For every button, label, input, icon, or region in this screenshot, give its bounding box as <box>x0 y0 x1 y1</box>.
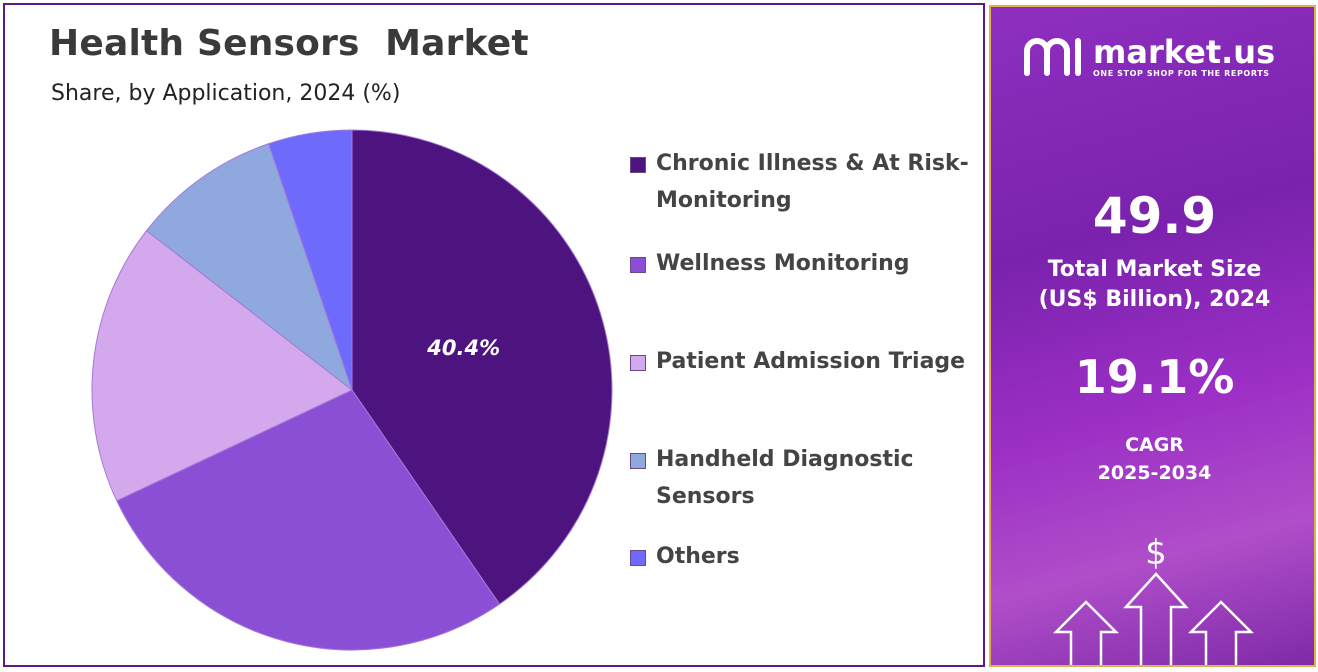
up-arrow-icon <box>1052 600 1120 665</box>
pie-slice <box>351 129 613 605</box>
legend-label: Handheld Diagnostic Sensors <box>656 447 914 509</box>
cagr-label: CAGR 2025-2034 <box>991 431 1314 487</box>
chart-subtitle: Share, by Application, 2024 (%) <box>51 81 401 106</box>
cagr-label-line1: CAGR <box>1125 434 1184 456</box>
legend-swatch <box>630 355 646 371</box>
chart-panel: Health Sensors Market Share, by Applicat… <box>3 3 985 667</box>
legend-swatch <box>630 550 646 566</box>
legend-item: Handheld Diagnostic Sensors <box>630 441 986 515</box>
chart-title: Health Sensors Market <box>49 23 529 64</box>
legend-swatch <box>630 453 646 469</box>
pie-chart: 40.4% <box>91 129 613 651</box>
legend-swatch <box>630 157 646 173</box>
cagr-value: 19.1% <box>1074 350 1235 404</box>
legend-label: Patient Admission Triage <box>656 349 966 374</box>
pie-slice <box>267 129 353 391</box>
up-arrow-icon <box>1123 572 1189 665</box>
legend-item: Wellness Monitoring <box>630 245 986 282</box>
legend-label: Wellness Monitoring <box>656 251 910 276</box>
brand-logo: market.us ONE STOP SHOP FOR THE REPORTS <box>1021 33 1275 79</box>
market-size-label: Total Market Size (US$ Billion), 2024 <box>991 255 1314 315</box>
up-arrow-icon <box>1187 600 1255 665</box>
legend-label: Chronic Illness & At Risk- Monitoring <box>656 151 969 213</box>
market-size-label-line1: Total Market Size <box>1047 257 1262 282</box>
market-size-label-line2: (US$ Billion), 2024 <box>1038 287 1271 312</box>
legend-item: Patient Admission Triage <box>630 343 986 380</box>
logo-name: market.us <box>1093 32 1276 71</box>
legend-swatch <box>630 257 646 273</box>
cagr-label-line2: 2025-2034 <box>1097 462 1212 484</box>
market-size-value: 49.9 <box>1092 187 1217 245</box>
pie-data-label: 40.4% <box>426 336 500 360</box>
stats-sidebar: market.us ONE STOP SHOP FOR THE REPORTS … <box>989 5 1316 667</box>
pie-slice <box>145 143 354 392</box>
logo-tagline: ONE STOP SHOP FOR THE REPORTS <box>1093 68 1270 78</box>
pie-slice <box>116 389 501 651</box>
legend-label: Others <box>656 544 740 569</box>
market-us-logo-icon <box>1024 38 1081 76</box>
dollar-sign-icon: $ <box>1145 533 1167 573</box>
growth-arrows-icon: $ <box>1052 533 1255 665</box>
pie-slice <box>91 229 353 502</box>
legend-item: Chronic Illness & At Risk- Monitoring <box>630 145 986 219</box>
legend-item: Others <box>630 538 986 575</box>
